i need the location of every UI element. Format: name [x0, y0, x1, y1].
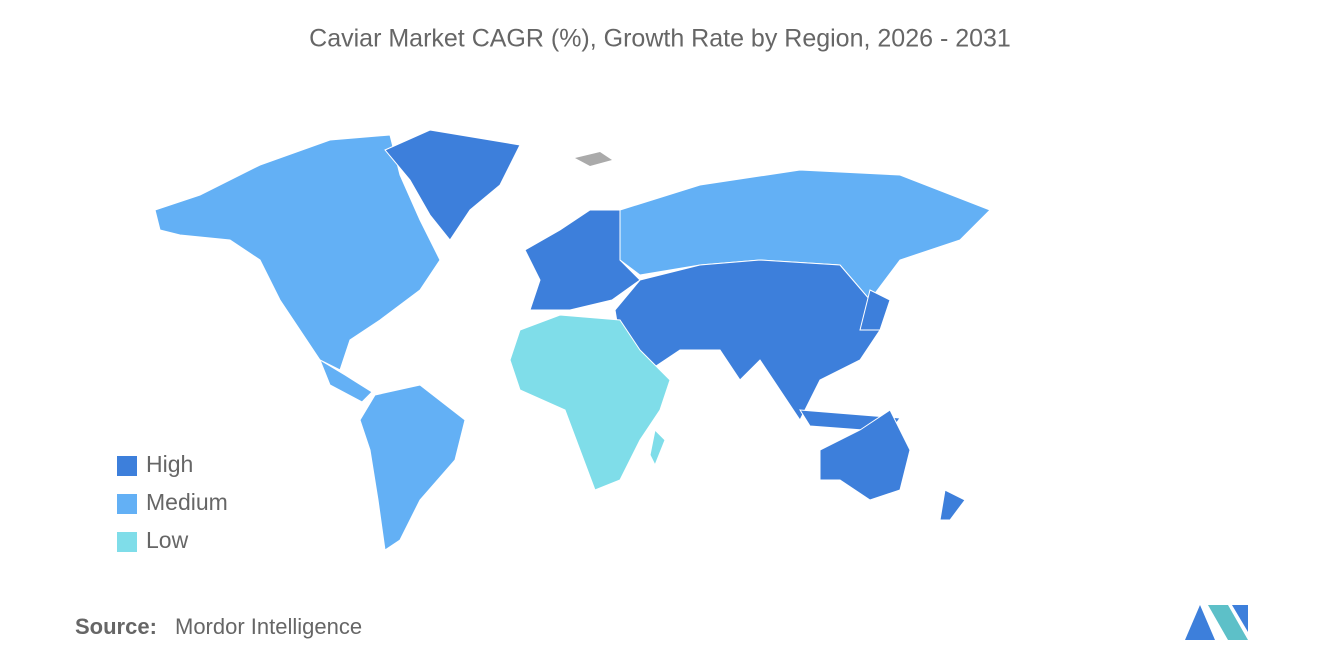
central-america: [318, 358, 373, 403]
logo-shape: [1185, 605, 1215, 640]
legend-label: Low: [146, 527, 189, 553]
legend-swatch: [117, 456, 137, 476]
africa: [509, 314, 671, 491]
north-america: [154, 134, 441, 371]
map-title: Caviar Market CAGR (%), Growth Rate by R…: [309, 25, 1011, 53]
russia: [619, 169, 991, 301]
south-america: [359, 384, 466, 551]
legend-label: Medium: [146, 489, 228, 515]
source-text: Mordor Intelligence: [175, 614, 362, 639]
logo-shape: [1208, 605, 1248, 640]
japan: [859, 289, 891, 331]
source-label: Source:: [75, 614, 157, 639]
no-data-region: [575, 152, 612, 166]
legend-label: High: [146, 451, 193, 477]
legend: High Medium Low: [117, 451, 228, 553]
legend-swatch: [117, 532, 137, 552]
logo: [1185, 605, 1248, 640]
legend-swatch: [117, 494, 137, 514]
australia: [819, 409, 911, 501]
greenland: [384, 129, 521, 241]
new-zealand: [939, 489, 966, 521]
logo-shape: [1232, 605, 1248, 632]
madagascar: [649, 428, 666, 467]
world-map: [154, 129, 991, 551]
